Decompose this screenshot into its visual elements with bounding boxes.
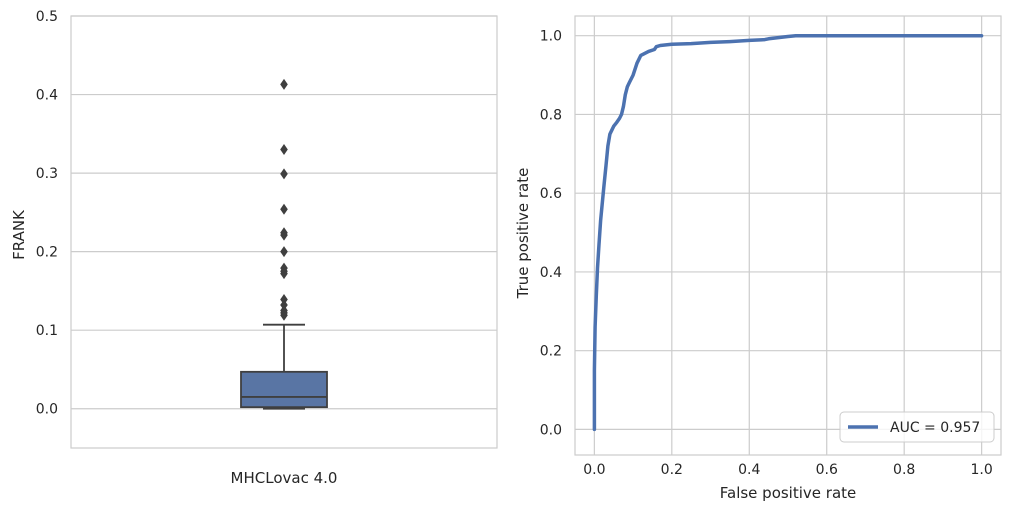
roc-gridlines: [575, 16, 1001, 455]
y-tick-label: 0.4: [36, 88, 58, 104]
y-tick-label: 0.8: [540, 107, 562, 123]
roc-series-group: [592, 33, 984, 432]
outlier-point: [280, 203, 288, 215]
roc-panel: 0.0 0.2 0.4 0.6 0.8 1.0 0.0 0.2 0.4 0.6 0.8 1.0 Fa…: [514, 15, 1002, 502]
roc-legend: AUC = 0.957: [839, 411, 995, 443]
outlier-point: [280, 246, 288, 258]
y-tick-label: 1.0: [540, 29, 562, 45]
outlier-point: [280, 262, 288, 274]
x-tick-label: 0.6: [816, 462, 838, 478]
y-tick-label: 0.6: [540, 186, 562, 202]
y-tick-label: 0.2: [36, 245, 58, 261]
x-tick-label: 0.8: [893, 462, 915, 478]
x-tick-label: 0.2: [661, 462, 683, 478]
roc-y-axis-label: True positive rate: [514, 168, 532, 300]
outlier-point: [280, 78, 288, 90]
roc-frame: [574, 15, 1002, 456]
y-tick-label: 0.0: [36, 402, 58, 418]
roc-x-tick-labels: 0.0 0.2 0.4 0.6 0.8 1.0: [583, 462, 993, 478]
y-tick-label: 0.3: [36, 166, 58, 182]
boxplot-y-axis-label: FRANK: [10, 209, 28, 260]
x-tick-label: 0.4: [738, 462, 760, 478]
boxplot-y-tick-labels: 0.0 0.1 0.2 0.3 0.4 0.5: [36, 9, 58, 418]
roc-y-tick-labels: 0.0 0.2 0.4 0.6 0.8 1.0: [540, 29, 562, 439]
outlier-point: [280, 144, 288, 156]
legend-box: [839, 411, 995, 443]
boxplot-panel: 0.0 0.1 0.2 0.3 0.4 0.5 MHCLovac 4.0 FRANK: [10, 9, 498, 487]
y-tick-label: 0.1: [36, 323, 58, 339]
outlier-point: [280, 227, 288, 239]
box-iqr: [240, 370, 328, 409]
legend-label: AUC = 0.957: [890, 420, 980, 436]
boxplot-box-group: [240, 78, 328, 410]
y-tick-label: 0.5: [36, 9, 58, 25]
outlier-point: [280, 168, 288, 180]
outlier-point: [280, 294, 288, 306]
y-tick-label: 0.4: [540, 265, 562, 281]
x-tick-label: 0.0: [583, 462, 605, 478]
x-tick-label: 1.0: [971, 462, 993, 478]
y-tick-label: 0.0: [540, 422, 562, 438]
roc-x-axis-label: False positive rate: [720, 484, 857, 502]
boxplot-frame: [70, 15, 498, 449]
boxplot-x-tick-labels: MHCLovac 4.0: [231, 469, 338, 487]
y-tick-label: 0.2: [540, 344, 562, 360]
x-tick-label: MHCLovac 4.0: [231, 469, 338, 487]
roc-curve-line: [592, 33, 984, 432]
